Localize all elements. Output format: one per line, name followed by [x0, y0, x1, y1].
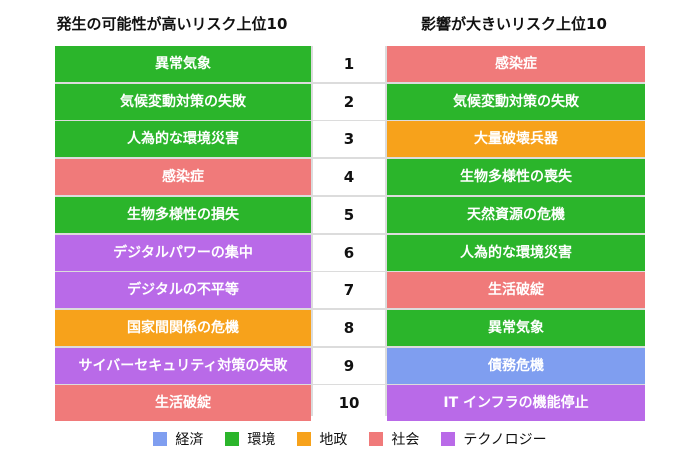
likelihood-risk-cell: 感染症	[55, 159, 311, 196]
impact-risk-cell: 生活破綻	[387, 272, 645, 309]
likelihood-heading: 発生の可能性が高いリスク上位10	[56, 15, 288, 33]
impact-risk-cell: 人為的な環境災害	[387, 234, 645, 271]
rank-number: 2	[313, 83, 385, 120]
legend-swatch	[369, 432, 384, 446]
legend-label: 経済	[175, 432, 204, 448]
likelihood-risk-cell: デジタルパワーの集中	[55, 234, 311, 271]
legend-item: 環境	[225, 429, 275, 449]
ranking-row: 生活破綻 10 IT インフラの機能停止	[55, 385, 645, 422]
ranking-row: デジタルの不平等 7 生活破綻	[55, 272, 645, 309]
rank-number: 1	[313, 46, 385, 82]
likelihood-risk-cell: デジタルの不平等	[55, 272, 311, 309]
ranking-row: 感染症 4 生物多様性の喪失	[55, 159, 645, 196]
impact-risk-cell: 天然資源の危機	[387, 196, 645, 233]
legend-item: 経済	[153, 429, 203, 449]
likelihood-risk-cell: サイバーセキュリティ対策の失敗	[55, 347, 311, 384]
impact-risk-cell: 感染症	[387, 46, 645, 82]
rank-number: 5	[313, 196, 385, 233]
legend-swatch	[297, 432, 312, 446]
likelihood-risk-cell: 気候変動対策の失敗	[55, 83, 311, 120]
legend-swatch	[225, 432, 240, 446]
likelihood-risk-cell: 生活破綻	[55, 385, 311, 422]
legend-item: 社会	[369, 429, 419, 449]
impact-risk-cell: 大量破壊兵器	[387, 121, 645, 158]
legend-swatch	[153, 432, 168, 446]
ranking-row: 人為的な環境災害 3 大量破壊兵器	[55, 121, 645, 158]
impact-risk-cell: 生物多様性の喪失	[387, 159, 645, 196]
rank-number: 3	[313, 121, 385, 158]
ranking-row: 生物多様性の損失 5 天然資源の危機	[55, 196, 645, 233]
impact-risk-cell: IT インフラの機能停止	[387, 385, 645, 422]
legend-label: 地政	[319, 432, 348, 448]
impact-heading: 影響が大きいリスク上位10	[421, 15, 607, 33]
rank-number: 7	[313, 272, 385, 309]
rank-number: 6	[313, 234, 385, 271]
ranking-row: 異常気象 1 感染症	[55, 46, 645, 82]
rank-number: 4	[313, 159, 385, 196]
likelihood-risk-cell: 国家間関係の危機	[55, 309, 311, 346]
impact-risk-cell: 異常気象	[387, 309, 645, 346]
likelihood-risk-cell: 人為的な環境災害	[55, 121, 311, 158]
legend-label: 環境	[247, 432, 276, 448]
ranking-row: 国家間関係の危機 8 異常気象	[55, 309, 645, 346]
likelihood-risk-cell: 異常気象	[55, 46, 311, 82]
ranking-row: デジタルパワーの集中 6 人為的な環境災害	[55, 234, 645, 271]
legend-item: テクノロジー	[441, 429, 547, 449]
impact-risk-cell: 債務危機	[387, 347, 645, 384]
ranking-row: サイバーセキュリティ対策の失敗 9 債務危機	[55, 347, 645, 384]
legend: 経済 環境 地政 社会 テクノロジー	[0, 424, 700, 454]
rank-number: 10	[313, 385, 385, 422]
legend-label: 社会	[391, 432, 420, 448]
ranking-row: 気候変動対策の失敗 2 気候変動対策の失敗	[55, 83, 645, 120]
rank-number: 8	[313, 309, 385, 346]
legend-item: 地政	[297, 429, 347, 449]
legend-label: テクノロジー	[463, 432, 547, 448]
rank-number: 9	[313, 347, 385, 384]
ranking-table: 異常気象 1 感染症 気候変動対策の失敗 2 気候変動対策の失敗 人為的な環境災害 3 大量破壊…	[55, 46, 645, 422]
impact-risk-cell: 気候変動対策の失敗	[387, 83, 645, 120]
legend-swatch	[441, 432, 456, 446]
likelihood-risk-cell: 生物多様性の損失	[55, 196, 311, 233]
